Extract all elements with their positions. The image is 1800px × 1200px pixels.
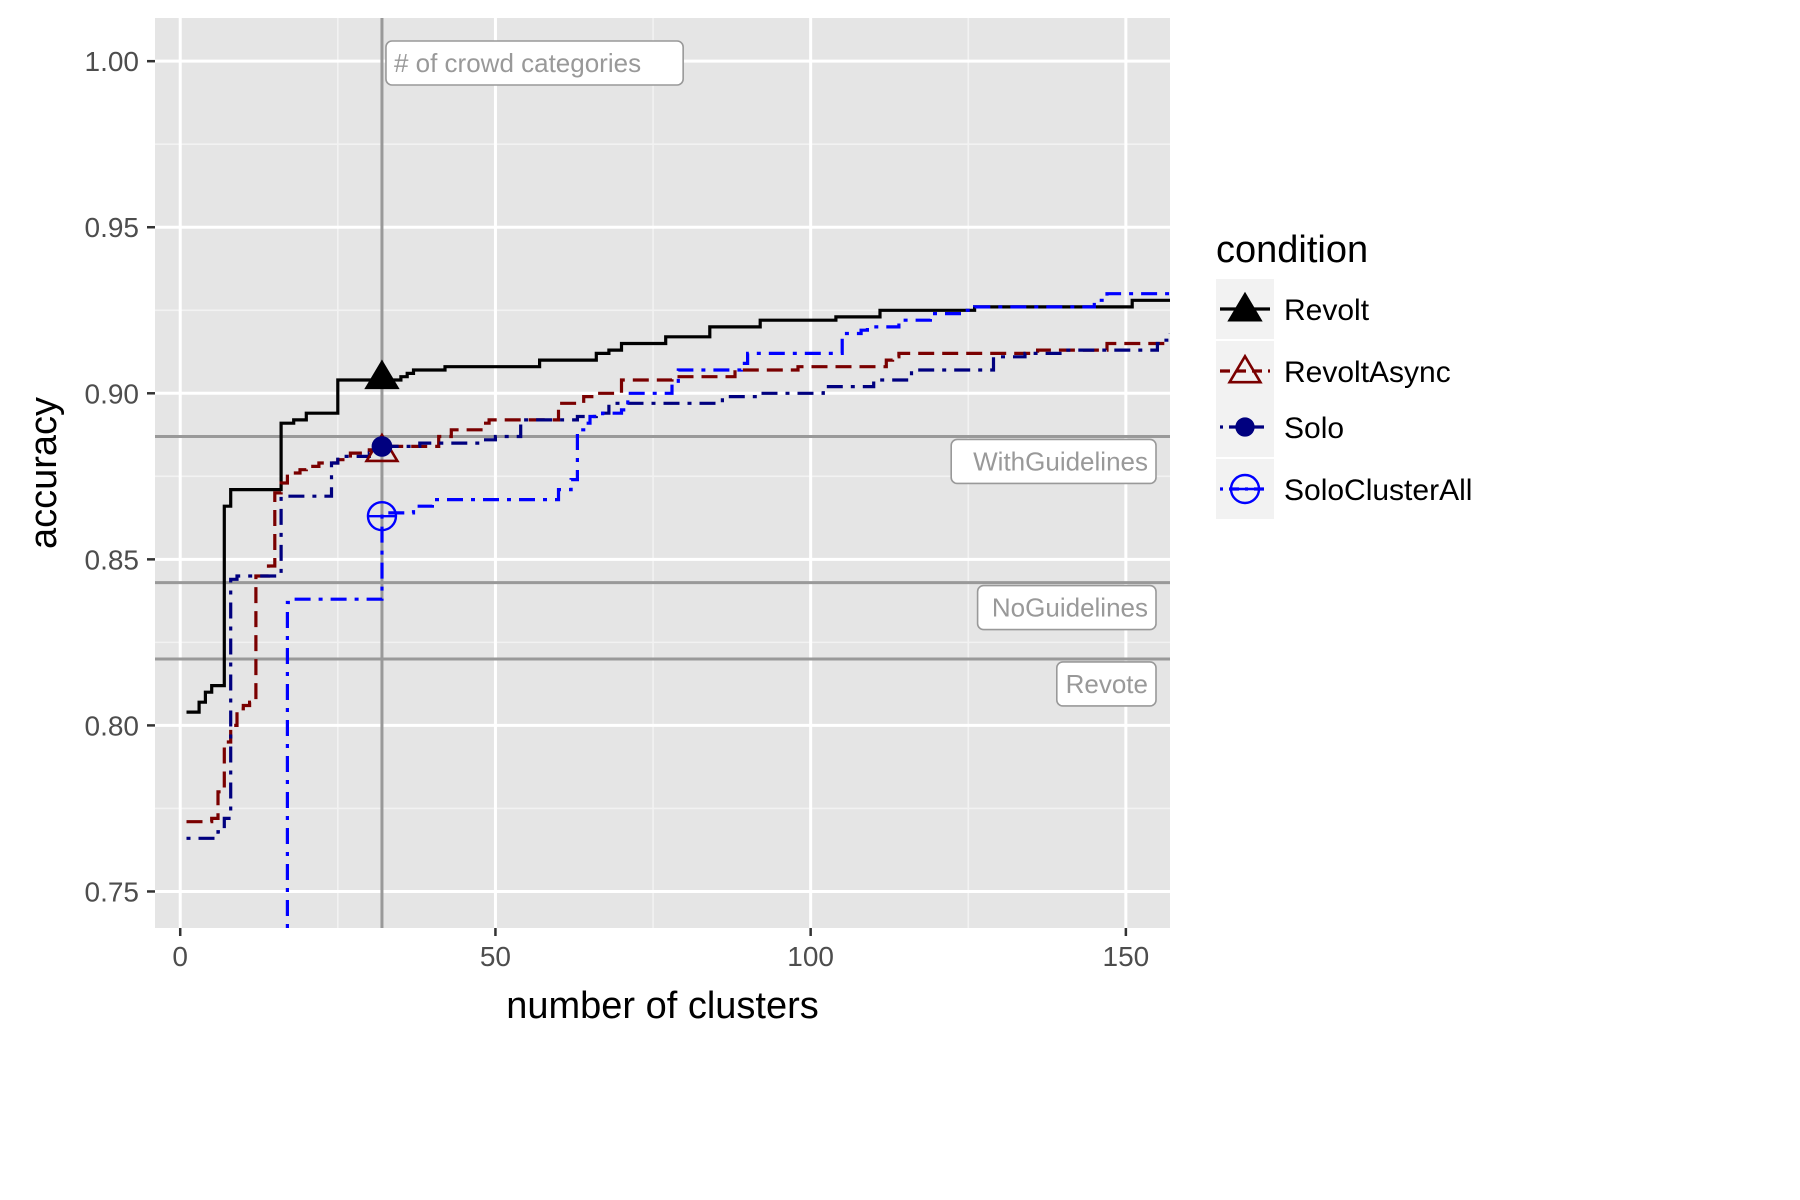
legend-item-solo-marker	[1235, 417, 1255, 437]
legend-item-revolt: Revolt	[1216, 279, 1370, 339]
ref-revote-label: Revote	[1056, 661, 1157, 707]
ref-withguidelines-label: WithGuidelines	[950, 438, 1157, 485]
x-tick-label: 150	[1103, 941, 1150, 972]
legend-item-revoltasync: RevoltAsync	[1216, 341, 1451, 401]
series-line-solo	[186, 333, 1170, 840]
legend: condition Revolt RevoltAsync Solo SoloClust…	[1216, 229, 1472, 519]
x-tick-label: 100	[787, 941, 834, 972]
y-tick-label: 0.75	[85, 876, 140, 907]
legend-item-revolt-marker	[1227, 291, 1263, 322]
x-tick-label: 0	[172, 941, 188, 972]
legend-item-soloclusterall-marker	[1229, 473, 1261, 505]
reference-labels: # of crowd categories WithGuidelines NoGui…	[385, 40, 1157, 707]
x-tick-label: 50	[480, 941, 511, 972]
y-tick-label: 0.80	[85, 710, 140, 741]
y-tick-label: 0.85	[85, 544, 140, 575]
series-line-revoltasync	[186, 341, 1170, 824]
ref-revote-label-text: Revote	[1066, 669, 1148, 699]
legend-item-solo-label: Solo	[1284, 412, 1344, 445]
ref-of-crowd-categories-label-text: # of crowd categories	[394, 48, 641, 78]
y-axis: 0.75 0.80 0.85 0.90 0.95 1.00	[85, 46, 155, 907]
reference-lines	[155, 18, 1170, 928]
marker-revolt	[364, 359, 400, 390]
y-tick-label: 0.95	[85, 212, 140, 243]
y-tick-label: 1.00	[85, 46, 140, 77]
y-tick-label: 0.90	[85, 378, 140, 409]
ref-of-crowd-categories-label-box	[385, 40, 684, 86]
ref-of-crowd-categories-label: # of crowd categories	[385, 40, 684, 86]
ref-noguidelines-label-text: NoGuidelines	[992, 593, 1148, 623]
ref-withguidelines-label-text: WithGuidelines	[973, 446, 1148, 476]
legend-item-soloclusterall: SoloClusterAll	[1216, 459, 1472, 519]
ref-withguidelines-label-box	[950, 438, 1157, 485]
marker-solo	[371, 436, 393, 457]
legend-item-soloclusterall-label: SoloClusterAll	[1284, 474, 1472, 507]
x-axis-title: number of clusters	[506, 985, 819, 1027]
ref-revote-label-box	[1056, 661, 1157, 707]
x-axis: 0 50 100 150	[172, 928, 1149, 972]
legend-item-solo: Solo	[1216, 397, 1344, 457]
ref-noguidelines-label: NoGuidelines	[976, 584, 1157, 631]
legend-title: condition	[1216, 229, 1368, 271]
legend-item-revoltasync-label: RevoltAsync	[1284, 356, 1451, 389]
marker-soloclusterall	[366, 500, 398, 532]
legend-item-revolt-label: Revolt	[1284, 294, 1370, 327]
series-markers	[364, 359, 400, 532]
y-axis-title: accuracy	[23, 397, 65, 549]
series-line-soloclusterall	[285, 292, 1170, 928]
legend-item-revoltasync-marker	[1227, 353, 1263, 384]
ref-noguidelines-label-box	[976, 584, 1157, 631]
